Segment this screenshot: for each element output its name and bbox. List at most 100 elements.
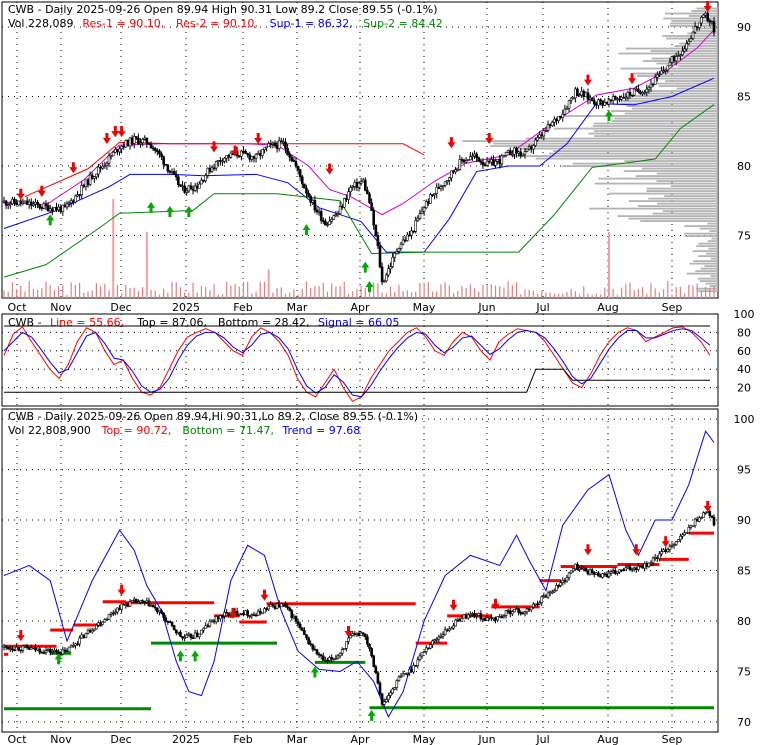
candle-body bbox=[6, 204, 10, 207]
candle-body bbox=[286, 148, 289, 155]
candle-body bbox=[427, 201, 430, 204]
candle-body bbox=[437, 636, 441, 640]
volume-bar bbox=[578, 294, 581, 298]
candle-body bbox=[452, 170, 455, 173]
candle-body bbox=[618, 569, 621, 573]
y-tick-label: 85 bbox=[737, 90, 751, 103]
candle-body bbox=[174, 173, 178, 178]
x-tick-label: Feb bbox=[233, 301, 252, 314]
y-tick-label: 75 bbox=[737, 665, 751, 678]
profile-bar bbox=[619, 102, 718, 105]
candle-body bbox=[111, 151, 115, 157]
candle-body bbox=[162, 612, 165, 618]
candle-body bbox=[592, 572, 596, 575]
candle-body bbox=[548, 591, 552, 594]
stat-label: Sup-1 = 86.32, bbox=[270, 17, 353, 30]
candle-body bbox=[462, 159, 466, 163]
candle-body bbox=[529, 146, 533, 150]
x-tick-label: Dec bbox=[110, 733, 131, 745]
volume-bar bbox=[322, 282, 324, 298]
profile-bar bbox=[697, 277, 718, 280]
candle-body bbox=[130, 599, 134, 603]
candle-body bbox=[679, 54, 682, 57]
volume-bar bbox=[79, 282, 81, 298]
volume-bar bbox=[704, 286, 707, 298]
candle-body bbox=[158, 150, 161, 155]
candle-body bbox=[25, 200, 29, 205]
profile-bar bbox=[525, 137, 718, 140]
candle-body bbox=[53, 207, 56, 212]
candle-body bbox=[492, 159, 495, 166]
candle-body bbox=[464, 160, 468, 163]
candle-body bbox=[540, 596, 544, 603]
candle-body bbox=[347, 191, 350, 200]
candle-body bbox=[282, 141, 285, 144]
candle-body bbox=[542, 595, 546, 598]
candle-body bbox=[481, 161, 485, 165]
candle-body bbox=[616, 98, 619, 101]
candle-body bbox=[21, 201, 25, 204]
candle-body bbox=[372, 210, 376, 226]
volume-bar bbox=[32, 288, 35, 298]
sell-arrow bbox=[583, 544, 592, 556]
candle-body bbox=[166, 620, 170, 623]
profile-bar bbox=[696, 287, 718, 290]
stochastic-series bbox=[3, 326, 711, 403]
candle-body bbox=[181, 636, 184, 639]
stat-label: Top = 90.72, bbox=[101, 424, 172, 437]
candle-body bbox=[443, 181, 447, 186]
candle-body bbox=[345, 198, 348, 200]
candle-body bbox=[456, 618, 460, 621]
candle-body bbox=[185, 634, 189, 638]
x-tick-label: Jul bbox=[535, 301, 549, 314]
volume-bar bbox=[410, 292, 413, 298]
candle-body bbox=[452, 625, 455, 629]
candle-body bbox=[44, 650, 48, 653]
profile-bar bbox=[512, 155, 718, 157]
candle-body bbox=[689, 38, 693, 42]
volume-bar bbox=[41, 288, 43, 298]
candle-body bbox=[672, 544, 676, 546]
candle-body bbox=[527, 608, 531, 611]
candle-body bbox=[298, 169, 302, 178]
candle-body bbox=[244, 150, 247, 154]
y-tick-label: 85 bbox=[737, 565, 751, 578]
candle-body bbox=[210, 620, 214, 623]
profile-bar bbox=[652, 212, 718, 215]
candle-body bbox=[561, 580, 565, 583]
candle-body bbox=[195, 632, 199, 637]
candle-body bbox=[48, 649, 52, 653]
candle-body bbox=[357, 182, 361, 188]
candle-body bbox=[309, 643, 312, 646]
volume-bar bbox=[356, 288, 358, 298]
volume-bar bbox=[671, 294, 673, 298]
volume-bar bbox=[263, 281, 266, 298]
candle-body bbox=[700, 17, 703, 24]
candle-body bbox=[261, 612, 264, 615]
candle-body bbox=[382, 701, 386, 705]
candle-body bbox=[172, 625, 176, 631]
sell-arrow bbox=[16, 630, 25, 642]
panel-frame bbox=[1, 1, 719, 299]
candle-body bbox=[137, 601, 140, 604]
candle-body bbox=[332, 658, 336, 660]
candle-body bbox=[668, 62, 672, 67]
candle-body bbox=[582, 567, 586, 570]
stat-label: Res-2 = 90.10, bbox=[176, 17, 258, 30]
candle-body bbox=[46, 649, 50, 651]
candle-body bbox=[485, 617, 489, 621]
candle-body bbox=[498, 159, 502, 165]
volume-bar bbox=[423, 282, 425, 298]
x-tick-label: Oct bbox=[7, 733, 27, 745]
volume-bar bbox=[415, 291, 417, 298]
candle-body bbox=[613, 96, 617, 100]
candle-body bbox=[599, 99, 602, 102]
candle-body bbox=[256, 153, 260, 155]
candle-body bbox=[97, 166, 100, 175]
candle-body bbox=[225, 612, 228, 614]
candle-body bbox=[153, 606, 157, 609]
candle-body bbox=[97, 622, 100, 626]
candle-body bbox=[588, 97, 592, 100]
candle-body bbox=[569, 570, 573, 574]
candle-body bbox=[84, 633, 88, 639]
